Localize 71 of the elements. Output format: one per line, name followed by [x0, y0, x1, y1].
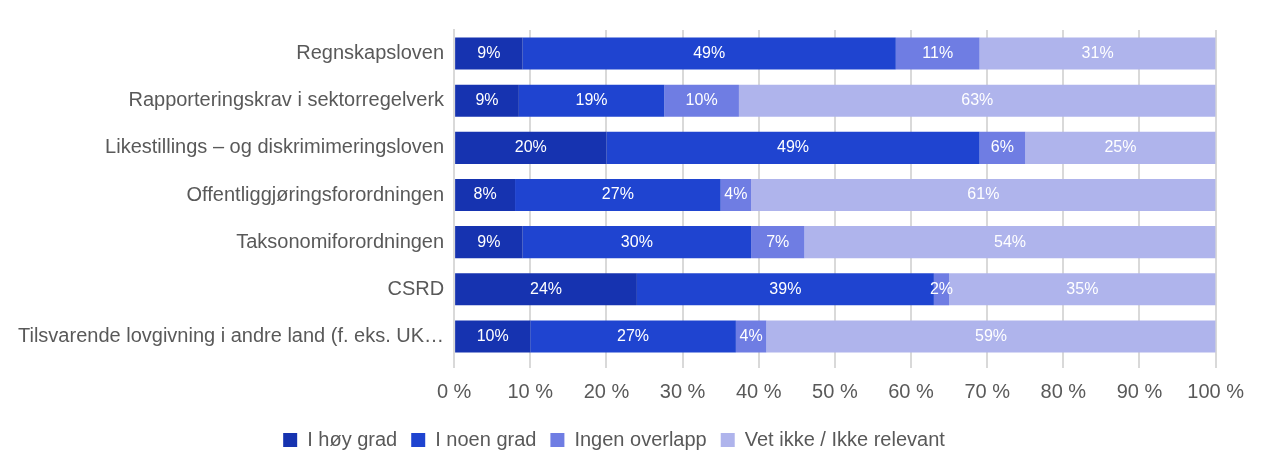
- bar: [895, 37, 980, 70]
- data-label: 31%: [1081, 43, 1114, 61]
- bar: [606, 131, 980, 164]
- bar: [455, 320, 531, 353]
- bar: [738, 84, 1216, 117]
- x-tick-label: 60 %: [888, 379, 935, 402]
- data-label: 4%: [724, 185, 748, 203]
- bar: [455, 37, 523, 70]
- data-label: 9%: [475, 91, 499, 109]
- data-label: 49%: [776, 138, 810, 156]
- y-tick-label: Rapporteringskrav i sektorregelverk: [128, 88, 446, 111]
- x-tick-label: 50 %: [812, 379, 858, 402]
- y-tick-label: Offentliggjøringsforordningen: [186, 182, 445, 205]
- data-label: 59%: [974, 326, 1008, 344]
- x-tick-label: 80 %: [1040, 379, 1087, 402]
- data-label: 54%: [994, 232, 1027, 250]
- y-tick-label: Likestillings – og diskrimimeringsloven: [105, 135, 445, 158]
- data-label: 25%: [1104, 138, 1137, 156]
- y-tick-label: CSRD: [387, 276, 445, 299]
- legend-label: Ingen overlapp: [574, 427, 707, 450]
- data-label: 6%: [990, 138, 1014, 156]
- bar: [1025, 131, 1216, 164]
- data-label: 24%: [529, 279, 563, 297]
- data-label: 35%: [1066, 279, 1099, 297]
- data-label: 10%: [476, 326, 509, 344]
- data-label: 9%: [477, 43, 501, 61]
- data-label: 7%: [766, 232, 790, 250]
- bar: [455, 131, 607, 164]
- bar: [455, 226, 523, 259]
- y-tick-label: Taksonomiforordningen: [236, 229, 445, 252]
- y-tick-label: Tilsvarende lovgivning i andre land (f. eks. UK…: [18, 323, 445, 346]
- x-tick-label: 20 %: [583, 379, 630, 402]
- data-label: 8%: [473, 185, 497, 203]
- data-label: 63%: [961, 91, 994, 109]
- bar: [515, 178, 721, 212]
- legend-label: I høy grad: [307, 427, 398, 450]
- bar: [664, 84, 739, 117]
- data-label: 30%: [620, 232, 653, 250]
- bar: [804, 226, 1216, 259]
- bar: [751, 226, 805, 259]
- bar: [518, 84, 665, 117]
- x-tick-label: 70 %: [964, 379, 1011, 402]
- x-tick-label: 90 %: [1116, 379, 1163, 402]
- bar: [522, 226, 752, 259]
- data-label: 19%: [575, 91, 608, 109]
- bar: [455, 273, 637, 306]
- data-label: 61%: [967, 185, 1000, 203]
- bar: [522, 37, 896, 70]
- data-label: 10%: [685, 91, 718, 109]
- data-label: 39%: [769, 279, 802, 297]
- data-label: 9%: [477, 232, 501, 250]
- y-tick-label: Regnskapsloven: [296, 41, 445, 64]
- legend-label: Vet ikke / Ikke relevant: [744, 427, 946, 450]
- x-tick-label: 10 %: [507, 379, 554, 402]
- x-tick-label: 0 %: [436, 379, 472, 402]
- bar: [455, 84, 519, 117]
- data-label: 11%: [922, 43, 954, 61]
- data-label: 27%: [617, 326, 650, 344]
- bar: [766, 320, 1216, 353]
- legend-label: I noen grad: [435, 427, 537, 450]
- x-tick-label: 30 %: [659, 379, 706, 402]
- x-tick-label: 100 %: [1187, 379, 1245, 402]
- data-label: 27%: [601, 185, 634, 203]
- bar: [455, 178, 516, 212]
- bar: [979, 37, 1216, 70]
- bar: [751, 178, 1216, 212]
- data-label: 49%: [693, 43, 726, 61]
- data-label: 20%: [514, 138, 547, 156]
- x-tick-label: 40 %: [735, 379, 782, 402]
- bar: [530, 320, 736, 353]
- data-label: 4%: [739, 326, 763, 344]
